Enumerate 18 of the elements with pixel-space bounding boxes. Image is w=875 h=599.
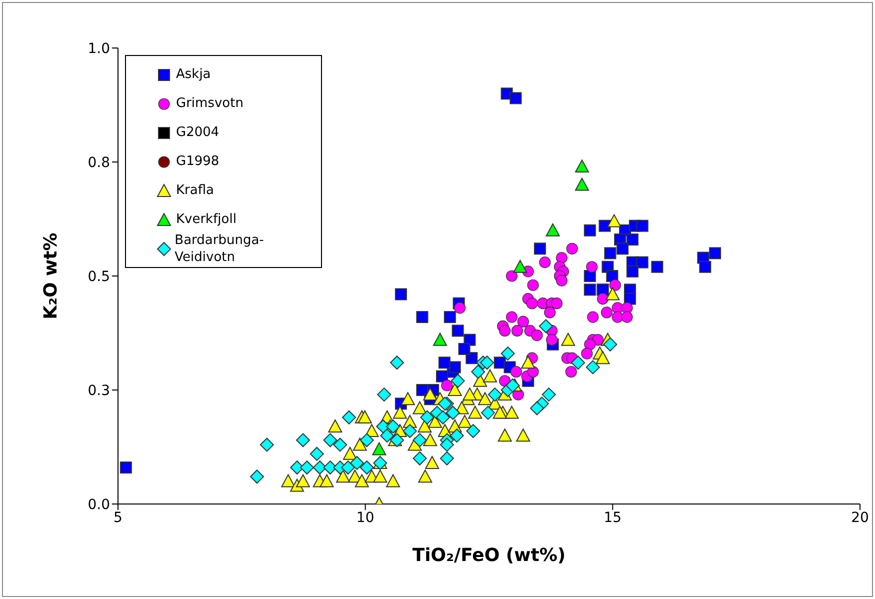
y-tick-label: 0.0 xyxy=(88,496,110,513)
legend-label: G1998 xyxy=(176,153,220,170)
x-tick-label: 20 xyxy=(851,510,869,526)
x-tick-label: 5 xyxy=(114,510,122,526)
y-tick-label: 1.0 xyxy=(88,40,110,57)
y-tick-label: 0.3 xyxy=(88,382,110,399)
legend-label: Grimsvotn xyxy=(176,95,244,112)
y-tick-label: 0.5 xyxy=(88,268,110,285)
y-axis-title: K₂O wt% xyxy=(40,232,62,320)
y-tick-label: 0.8 xyxy=(88,154,110,171)
legend-label: Bardarbunga-Veidivotn xyxy=(174,232,265,266)
legend-label: Krafla xyxy=(176,182,214,199)
legend-label: Kverkfjoll xyxy=(176,211,236,228)
x-axis-title: TiO₂/FeO (wt%) xyxy=(412,545,566,566)
x-tick-label: 10 xyxy=(356,510,374,526)
x-tick-label: 15 xyxy=(604,510,622,526)
legend-label: G2004 xyxy=(176,124,220,141)
legend-label: Askja xyxy=(176,66,211,83)
